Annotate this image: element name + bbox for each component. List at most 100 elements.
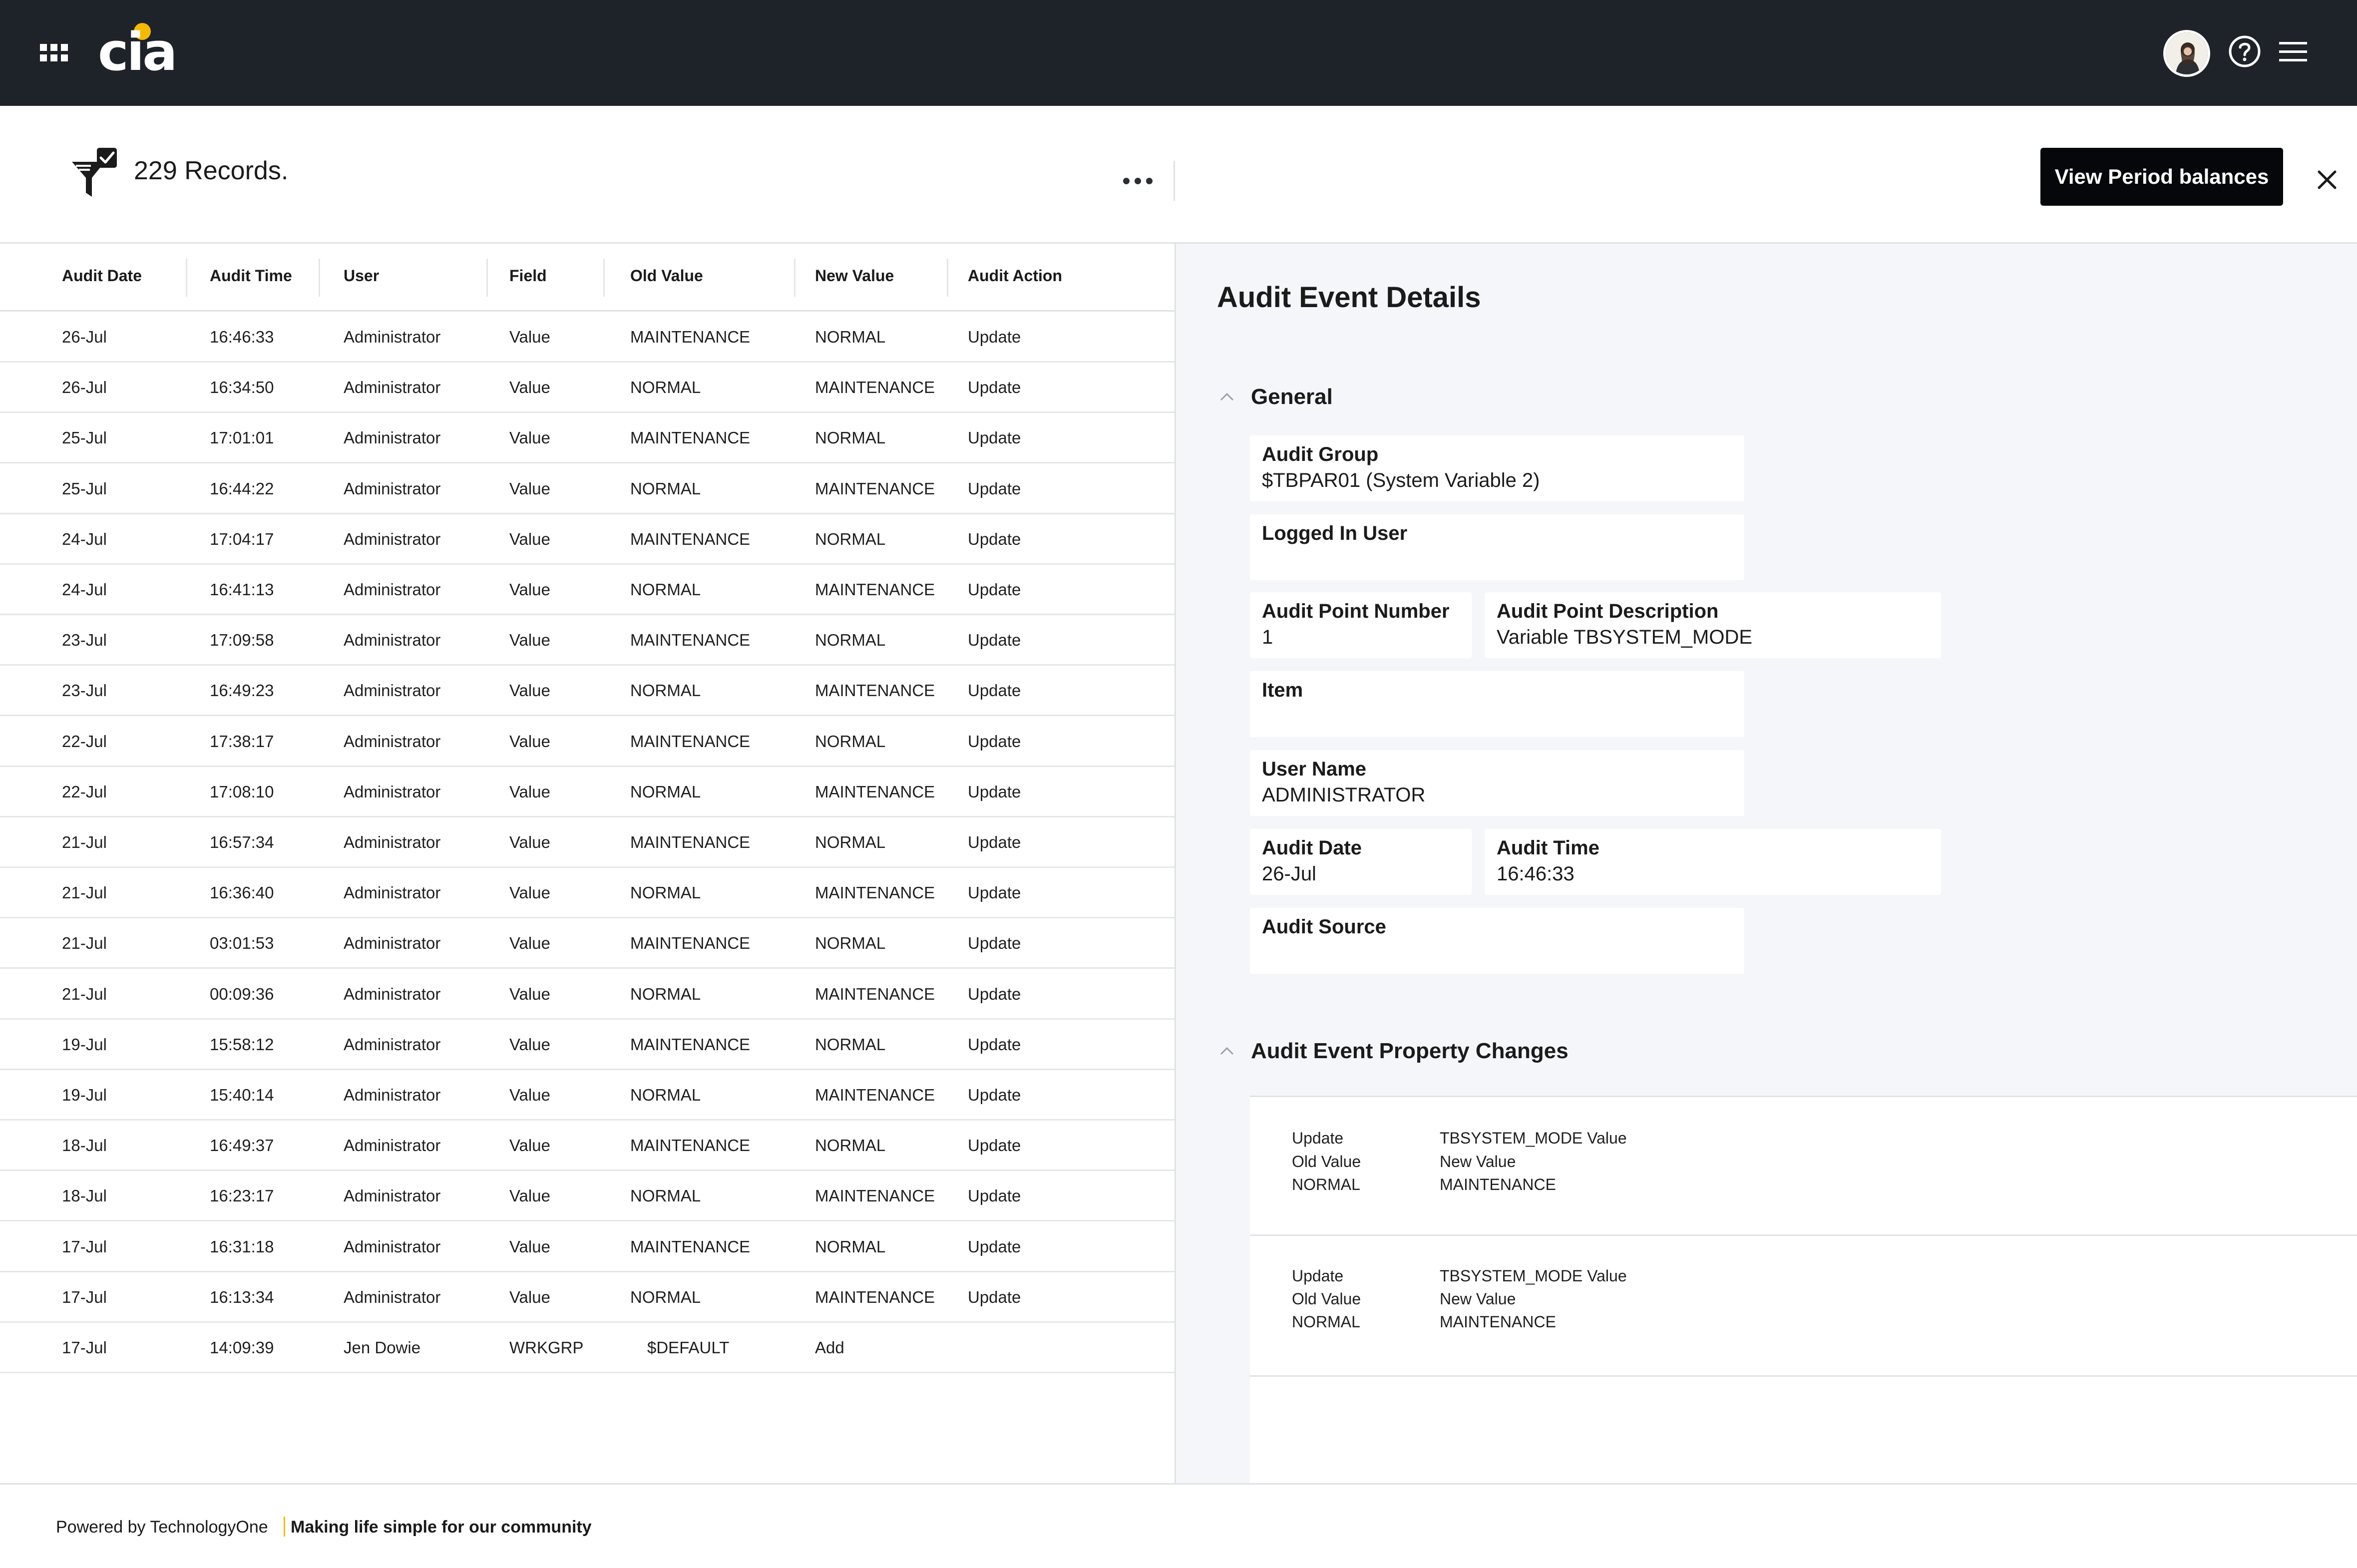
footer: Powered by TechnologyOne Making life sim… [0,1483,2357,1568]
table-row[interactable]: 18-Jul 16:49:37 Administrator Value MAINTENA… [0,1121,1175,1172]
audit-date-card: Audit Date 26-Jul [1250,829,1472,895]
table-row[interactable]: 17-Jul 16:13:34 Administrator Value NORMAL MA… [0,1272,1175,1323]
column-header-audit-date[interactable]: Audit Date [62,267,142,285]
new-value-cell: NORMAL [815,732,886,751]
table-row[interactable]: 22-Jul 17:08:10 Administrator Value NORMAL MA… [0,767,1175,817]
table-row[interactable]: 24-Jul 17:04:17 Administrator Value MAINTENA… [0,514,1175,565]
audit-time-cell: 15:40:14 [210,1086,274,1104]
general-section-toggle[interactable]: General [1217,385,1333,409]
change-new-value: MAINTENANCE [1440,1176,1556,1193]
audit-time-label: Audit Time [1497,837,1599,859]
audit-action-cell: Update [968,732,1021,751]
table-row[interactable]: 24-Jul 16:41:13 Administrator Value NORMAL MA… [0,565,1175,615]
audit-time-cell: 16:44:22 [210,479,274,498]
old-value-cell: NORMAL [630,580,701,599]
audit-date-cell: 19-Jul [62,1035,107,1054]
table-row[interactable]: 25-Jul 16:44:22 Administrator Value NORMAL MA… [0,464,1175,514]
old-value-cell: NORMAL [630,1086,701,1104]
audit-date-cell: 26-Jul [62,378,107,397]
user-cell: Administrator [344,681,441,700]
table-row[interactable]: 17-Jul 16:31:18 Administrator Value MAINTENA… [0,1222,1175,1272]
table-row[interactable]: 25-Jul 17:01:01 Administrator Value MAINTENA… [0,413,1175,464]
user-cell: Jen Dowie [344,1338,421,1357]
table-row[interactable]: 18-Jul 16:23:17 Administrator Value NORMAL MA… [0,1171,1175,1222]
general-section-title: General [1251,385,1333,409]
audit-time-cell: 03:01:53 [210,934,274,953]
change-old-label: Old Value [1292,1290,1361,1308]
table-row[interactable]: 19-Jul 15:40:14 Administrator Value NORMAL MA… [0,1070,1175,1121]
help-icon[interactable] [2228,35,2261,68]
property-changes-section-toggle[interactable]: Audit Event Property Changes [1217,1039,1569,1064]
audit-group-value: $TBPAR01 (System Variable 2) [1262,469,1540,491]
new-value-cell: MAINTENANCE [815,1186,935,1205]
column-header-user[interactable]: User [344,267,380,285]
table-row[interactable]: 17-Jul 14:09:39 Jen Dowie WRKGRP $DEFAULT Add [0,1323,1175,1373]
table-row[interactable]: 21-Jul 16:36:40 Administrator Value NORMAL MA… [0,868,1175,919]
more-options-button[interactable] [1117,171,1159,191]
user-avatar[interactable] [2163,30,2210,77]
field-cell: Value [509,328,550,346]
column-separator[interactable] [603,259,605,297]
audit-group-card: Audit Group $TBPAR01 (System Variable 2) [1250,435,1744,501]
change-old-label: Old Value [1292,1153,1361,1171]
records-count: 229 Records. [134,156,289,185]
audit-time-cell: 16:34:50 [210,378,274,397]
table-row[interactable]: 23-Jul 16:49:23 Administrator Value NORMAL MA… [0,666,1175,717]
audit-date-cell: 25-Jul [62,479,107,498]
filter-check-icon[interactable] [70,147,118,202]
old-value-cell: MAINTENANCE [630,732,751,751]
audit-date-cell: 24-Jul [62,580,107,599]
table-row[interactable]: 19-Jul 15:58:12 Administrator Value MAINTENA… [0,1020,1175,1070]
column-header-audit-time[interactable]: Audit Time [210,267,292,285]
table-row[interactable]: 21-Jul 16:57:34 Administrator Value MAINTENA… [0,817,1175,868]
cia-logo[interactable]: cia [98,15,188,85]
dot [1146,177,1153,184]
table-row[interactable]: 23-Jul 17:09:58 Administrator Value MAINTENA… [0,615,1175,666]
hamburger-menu-icon[interactable] [2278,40,2308,64]
table-row[interactable]: 21-Jul 00:09:36 Administrator Value NORMAL MA… [0,969,1175,1020]
top-navigation-bar: cia [0,0,2357,106]
table-row[interactable]: 26-Jul 16:34:50 Administrator Value NORMAL MA… [0,363,1175,413]
column-separator[interactable] [319,259,320,297]
old-value-cell: MAINTENANCE [630,428,751,447]
new-value-cell: MAINTENANCE [815,378,935,397]
audit-date-cell: 25-Jul [62,428,107,447]
audit-action-cell: Update [968,1035,1021,1054]
audit-time-cell: 16:49:23 [210,681,274,700]
new-value-cell: NORMAL [815,934,886,953]
audit-action-cell: Update [968,631,1021,650]
view-period-balances-button[interactable]: View Period balances [2040,148,2283,206]
audit-time-cell: 00:09:36 [210,984,274,1003]
records-toolbar: 229 Records. View Period balances [0,106,2357,244]
audit-action-cell: Update [968,529,1021,548]
close-icon[interactable] [2314,167,2340,193]
table-row[interactable]: 21-Jul 03:01:53 Administrator Value MAINTENA… [0,918,1175,969]
user-name-value: ADMINISTRATOR [1262,784,1426,806]
column-header-new-value[interactable]: New Value [815,267,894,285]
column-header-old-value[interactable]: Old Value [630,267,703,285]
logo-text: cia [98,21,177,82]
audit-action-cell: Update [968,934,1021,953]
column-separator[interactable] [486,259,488,297]
audit-time-cell: 16:31:18 [210,1237,274,1256]
new-value-cell: MAINTENANCE [815,883,935,902]
audit-action-cell: Update [968,580,1021,599]
user-cell: Administrator [344,984,441,1003]
old-value-cell: MAINTENANCE [630,1035,751,1054]
table-row[interactable]: 22-Jul 17:38:17 Administrator Value MAINTENA… [0,717,1175,767]
audit-time-cell: 17:08:10 [210,782,274,801]
field-cell: Value [509,984,550,1003]
audit-date-cell: 17-Jul [62,1338,107,1357]
column-separator[interactable] [794,259,795,297]
apps-grid-icon[interactable] [40,44,68,62]
column-header-audit-action[interactable]: Audit Action [968,267,1062,285]
column-header-field[interactable]: Field [509,267,547,285]
table-row[interactable]: 26-Jul 16:46:33 Administrator Value MAINTENA… [0,312,1175,363]
user-cell: Administrator [344,1035,441,1054]
toolbar-divider [1174,161,1175,201]
field-cell: Value [509,833,550,851]
column-separator[interactable] [186,259,187,297]
audit-date-cell: 19-Jul [62,1086,107,1104]
column-separator[interactable] [947,259,948,297]
new-value-cell: NORMAL [815,328,886,346]
